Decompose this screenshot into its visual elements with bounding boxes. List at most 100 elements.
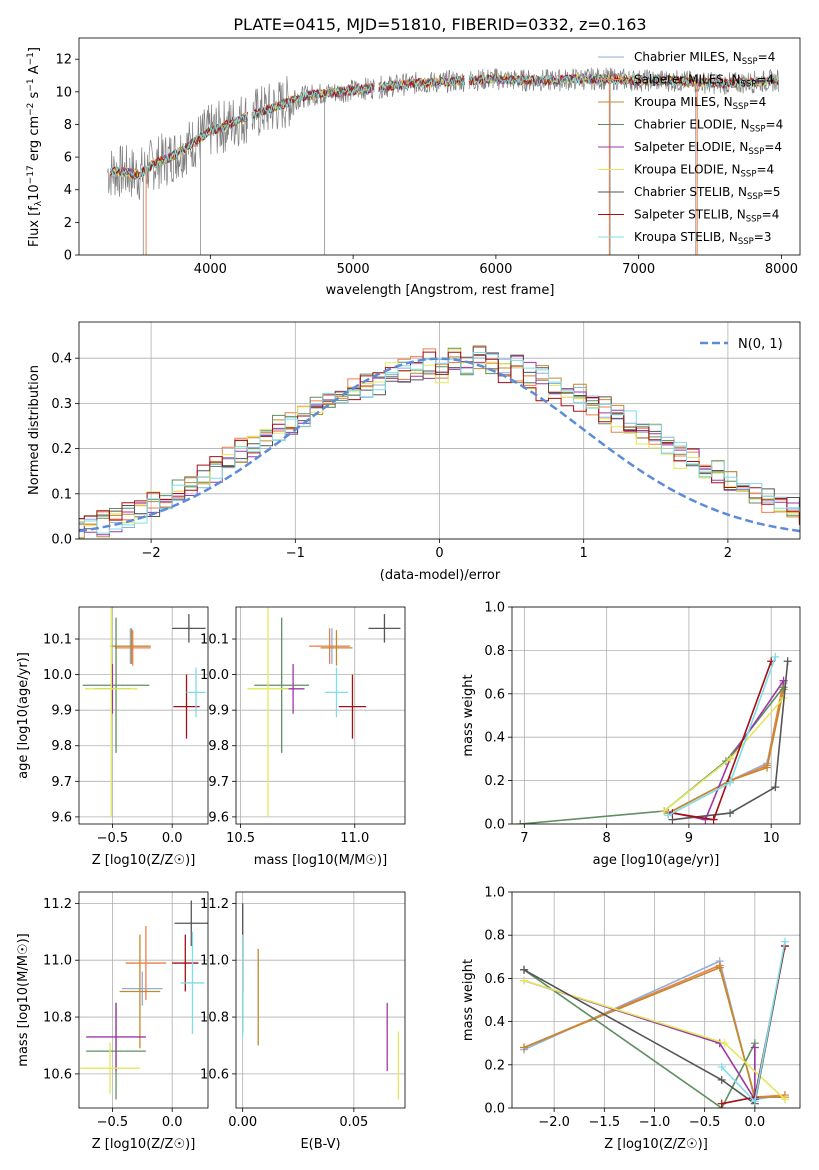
mass-vs-ebv-ytick-label: 10.6 bbox=[200, 1067, 229, 1082]
mass-vs-ebv-plot-area bbox=[242, 903, 399, 1100]
mass-vs-ebv-ytick-label: 10.8 bbox=[200, 1011, 229, 1026]
mass-vs-Z-xtick-label: 0.0 bbox=[162, 1115, 183, 1130]
age-vs-mass-plot-area bbox=[247, 607, 401, 817]
massweight-vs-Z-marker bbox=[715, 963, 724, 972]
age-vs-Z-ytick-label: 9.6 bbox=[51, 810, 72, 825]
massweight-vs-age-marker bbox=[709, 815, 718, 824]
massweight-vs-age-ylabel: mass weight bbox=[461, 674, 476, 756]
residuals-xtick-label: −1 bbox=[286, 546, 305, 561]
legend-entry: Salpeter ELODIE, NSSP=4 bbox=[634, 140, 782, 157]
spectrum-xtick-label: 5000 bbox=[337, 262, 370, 277]
spectrum-ytick-label: 2 bbox=[64, 216, 72, 231]
mass-vs-Z-xtick-label: −0.5 bbox=[97, 1115, 129, 1130]
age-vs-Z-xtick-label: −0.5 bbox=[97, 831, 129, 846]
residual-histogram bbox=[79, 352, 800, 534]
massweight-vs-age-marker bbox=[516, 820, 525, 824]
residuals-axes: −2 −1 0 1 2 0.0 0.1 0.2 0.3 0.4 N(0, 1) (data-model… bbox=[27, 321, 801, 583]
age-vs-mass-xlabel: mass [log10(M/M☉)] bbox=[254, 853, 387, 868]
massweight-vs-age-marker bbox=[726, 754, 735, 763]
massweight-vs-age-xtick-label: 7 bbox=[520, 831, 528, 846]
massweight-vs-Z-axes: −2.0 −1.5 −1.0 −0.5 0.0 0.0 0.2 0.4 0.6 0.8 1.0 Z [… bbox=[461, 886, 801, 1152]
age-vs-mass-ytick-label: 10.0 bbox=[200, 668, 229, 683]
massweight-vs-age-ytick-label: 1.0 bbox=[484, 601, 505, 616]
residuals-ylabel: Normed distribution bbox=[27, 365, 42, 495]
age-vs-mass-axes: 10.5 11.0 9.6 9.7 9.8 9.9 10.0 10.1 mass [log10(… bbox=[200, 606, 406, 868]
gauss-legend-label: N(0, 1) bbox=[738, 337, 783, 352]
age-vs-Z-ylabel: age [log10(age/yr)] bbox=[16, 652, 31, 779]
mass-vs-ebv-ytick-label: 11.0 bbox=[200, 954, 229, 969]
age-vs-mass-ytick-label: 9.6 bbox=[208, 810, 229, 825]
age-vs-Z-axes: −0.5 0.0 9.6 9.7 9.8 9.9 10.0 10.1 Z [log10(Z/Z☉… bbox=[16, 606, 209, 868]
massweight-vs-age-marker bbox=[771, 783, 780, 792]
gaussian-curve bbox=[79, 357, 800, 533]
massweight-vs-age-axes: 7 8 9 10 0.0 0.2 0.4 0.6 0.8 1.0 age [log10(age/yr… bbox=[461, 601, 801, 868]
spectrum-plot-area bbox=[107, 67, 779, 255]
massweight-vs-age-marker bbox=[660, 806, 669, 815]
spectrum-ytick-label: 10 bbox=[55, 85, 72, 100]
massweight-vs-Z-ytick-label: 1.0 bbox=[484, 886, 505, 901]
massweight-vs-Z-ytick-label: 0.8 bbox=[484, 929, 505, 944]
age-vs-mass-ytick-label: 9.8 bbox=[208, 739, 229, 754]
residuals-ytick-label: 0.4 bbox=[51, 352, 72, 367]
age-vs-mass-ytick-label: 10.1 bbox=[200, 633, 229, 648]
massweight-vs-age-ytick-label: 0.8 bbox=[484, 644, 505, 659]
massweight-vs-Z-marker bbox=[720, 1039, 729, 1048]
legend-entry: Kroupa STELIB, NSSP=3 bbox=[634, 230, 772, 247]
massweight-vs-age-xlabel: age [log10(age/yr)] bbox=[593, 853, 720, 868]
massweight-vs-Z-xtick-label: 0.0 bbox=[744, 1115, 765, 1130]
massweight-vs-age-marker bbox=[763, 763, 772, 772]
massweight-vs-age-frame bbox=[511, 606, 801, 825]
mass-vs-Z-ytick-label: 10.6 bbox=[43, 1067, 72, 1082]
spectrum-ylabel: Flux [fλ10−17 erg cm−2 s−1 A−1] bbox=[26, 47, 44, 247]
massweight-vs-age-ytick-label: 0.2 bbox=[484, 774, 505, 789]
massweight-vs-Z-xtick-label: −2.0 bbox=[538, 1115, 570, 1130]
age-vs-Z-ytick-label: 10.1 bbox=[43, 633, 72, 648]
massweight-vs-Z-marker bbox=[780, 937, 789, 946]
spectrum-xlabel: wavelength [Angstrom, rest frame] bbox=[326, 283, 555, 298]
residuals-ytick-label: 0.3 bbox=[51, 397, 72, 412]
massweight-vs-Z-xtick-label: −1.5 bbox=[589, 1115, 621, 1130]
massweight-vs-Z-marker bbox=[520, 1043, 529, 1052]
massweight-vs-Z-marker bbox=[717, 1099, 726, 1108]
massweight-vs-Z-ytick-label: 0.0 bbox=[484, 1102, 505, 1117]
age-vs-mass-xtick-label: 11.0 bbox=[340, 831, 369, 846]
age-vs-mass-frame bbox=[235, 606, 406, 825]
massweight-vs-age-marker bbox=[726, 778, 735, 787]
age-vs-Z-xlabel: Z [log10(Z/Z☉)] bbox=[92, 853, 196, 868]
age-vs-mass-xtick-label: 10.5 bbox=[226, 831, 255, 846]
age-vs-Z-xtick-label: 0.0 bbox=[162, 831, 183, 846]
massweight-vs-Z-marker bbox=[780, 1095, 789, 1104]
spectrum-ytick-label: 6 bbox=[64, 151, 72, 166]
mass-vs-Z-ytick-label: 11.2 bbox=[43, 897, 72, 912]
age-vs-Z-ytick-label: 9.8 bbox=[51, 739, 72, 754]
massweight-vs-age-xtick-label: 10 bbox=[763, 831, 780, 846]
mass-vs-ebv-frame bbox=[235, 891, 406, 1109]
massweight-vs-age-ytick-label: 0.6 bbox=[484, 687, 505, 702]
mass-vs-Z-ytick-label: 10.8 bbox=[43, 1011, 72, 1026]
massweight-vs-Z-xlabel: Z [log10(Z/Z☉)] bbox=[604, 1137, 708, 1152]
spectrum-xtick-label: 7000 bbox=[622, 262, 655, 277]
spectrum-axes: 4000 5000 6000 7000 8000 0 2 4 6 8 10 12 Chabrier MI… bbox=[26, 37, 801, 298]
spectrum-data-line bbox=[107, 67, 779, 200]
spectrum-xtick-label: 4000 bbox=[194, 262, 227, 277]
legend-entry: Chabrier ELODIE, NSSP=4 bbox=[634, 118, 783, 135]
legend-entry: Kroupa MILES, NSSP=4 bbox=[634, 95, 766, 112]
massweight-vs-age-ytick-label: 0.4 bbox=[484, 731, 505, 746]
age-vs-mass-ytick-label: 9.9 bbox=[208, 704, 229, 719]
spectrum-ytick-label: 4 bbox=[64, 183, 72, 198]
massweight-vs-Z-ylabel: mass weight bbox=[461, 959, 476, 1041]
spectrum-frame bbox=[78, 37, 801, 256]
spectrum-ytick-label: 8 bbox=[64, 118, 72, 133]
residuals-xtick-label: 2 bbox=[724, 546, 732, 561]
residuals-ytick-label: 0.2 bbox=[51, 442, 72, 457]
massweight-vs-age-marker bbox=[701, 815, 710, 824]
mass-vs-ebv-ytick-label: 11.2 bbox=[200, 897, 229, 912]
age-vs-Z-plot-area bbox=[82, 607, 206, 817]
age-vs-Z-ytick-label: 9.7 bbox=[51, 775, 72, 790]
massweight-vs-Z-ytick-label: 0.4 bbox=[484, 1015, 505, 1030]
residuals-xtick-label: 1 bbox=[580, 546, 588, 561]
massweight-vs-Z-xtick-label: −1.0 bbox=[639, 1115, 671, 1130]
